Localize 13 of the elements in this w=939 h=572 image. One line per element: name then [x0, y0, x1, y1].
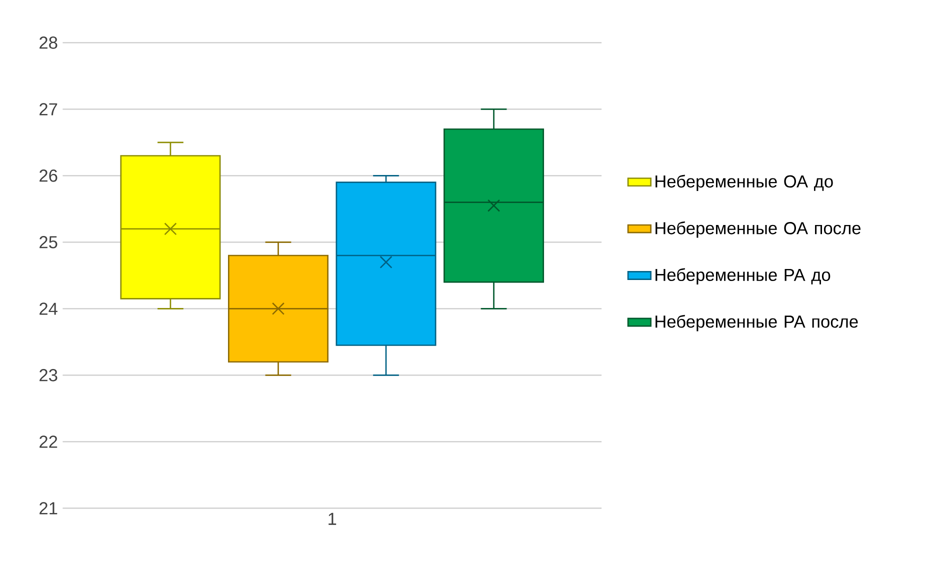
legend-label: Небеременные РА после	[656, 314, 858, 332]
legend-label: Небеременные ОА после	[656, 221, 861, 238]
y-tick-label: 23	[40, 368, 58, 382]
y-tick-label: 21	[40, 502, 58, 514]
legend-label: Небеременные ОА до	[656, 174, 833, 191]
y-tick-label: 24	[40, 302, 58, 315]
y-tick-label: 22	[40, 436, 58, 448]
y-tick-label: 28	[40, 36, 58, 49]
y-tick-label: 25	[40, 236, 58, 248]
y-tick-label: 27	[40, 103, 58, 116]
x-tick-label: 1	[328, 512, 336, 525]
y-tick-label: 26	[40, 169, 58, 182]
legend-label: Небеременные РА до	[656, 268, 830, 284]
